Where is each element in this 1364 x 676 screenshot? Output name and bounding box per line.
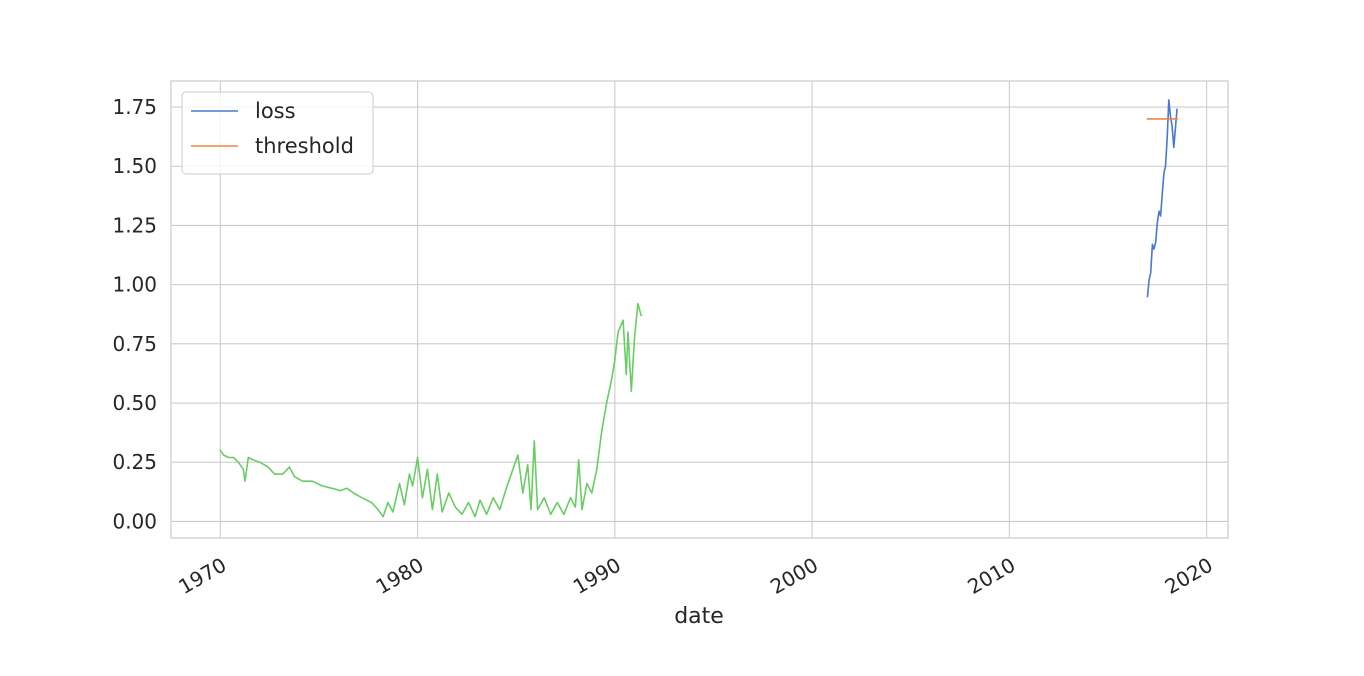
x-axis-label: date (674, 604, 724, 629)
y-tick-label: 0.50 (112, 391, 157, 415)
legend-label-loss: loss (255, 99, 296, 123)
y-tick-label: 1.25 (112, 213, 157, 237)
legend: loss threshold (181, 91, 374, 175)
y-tick-label: 0.25 (112, 450, 157, 474)
legend-box (181, 91, 374, 175)
series-lines (219, 99, 1178, 518)
y-tick-label: 1.00 (112, 273, 157, 297)
legend-label-threshold: threshold (255, 134, 354, 158)
y-tick-label: 0.00 (112, 509, 157, 533)
series-line-unlabeled (219, 302, 643, 518)
y-tick-label: 1.75 (112, 95, 157, 119)
series-line-loss (1146, 99, 1178, 298)
y-tick-labels: 0.00 0.25 0.50 0.75 1.00 1.25 1.50 1.75 (112, 95, 157, 533)
y-tick-label: 1.50 (112, 154, 157, 178)
y-tick-label: 0.75 (112, 332, 157, 356)
plot-frame (170, 80, 1229, 539)
